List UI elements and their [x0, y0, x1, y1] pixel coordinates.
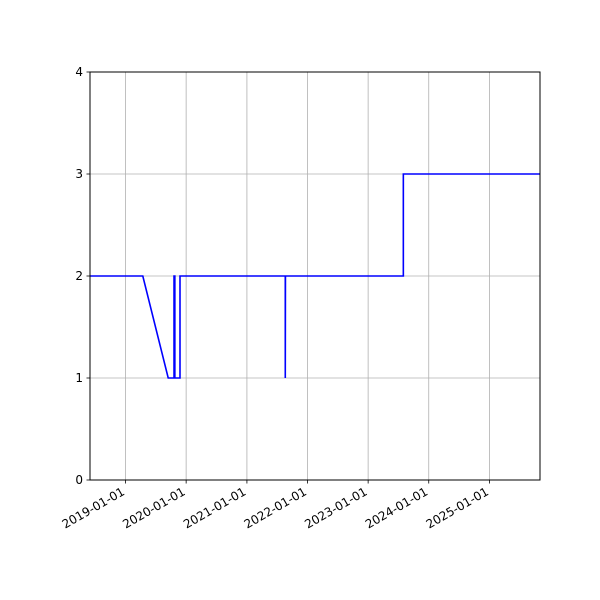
x-tick-label: 2021-01-01 — [181, 484, 248, 531]
axis-layer: 0 1 2 3 4 2019-01-012020-01-012021-01-012022-… — [60, 65, 491, 531]
x-tick-label: 2023-01-01 — [302, 484, 369, 531]
x-tick-label: 2019-01-01 — [60, 484, 127, 531]
y-tick-label: 2 — [75, 269, 83, 283]
x-tick-label: 2025-01-01 — [424, 484, 491, 531]
series-layer — [90, 173, 540, 379]
y-tick-label: 0 — [75, 473, 83, 487]
y-tick-label: 3 — [75, 167, 83, 181]
x-tick-label: 2020-01-01 — [120, 484, 187, 531]
x-tick-label: 2024-01-01 — [363, 484, 430, 531]
y-tick-label: 4 — [75, 65, 83, 79]
series-line — [90, 173, 540, 379]
y-tick-label: 1 — [75, 371, 83, 385]
x-tick-label: 2022-01-01 — [242, 484, 309, 531]
